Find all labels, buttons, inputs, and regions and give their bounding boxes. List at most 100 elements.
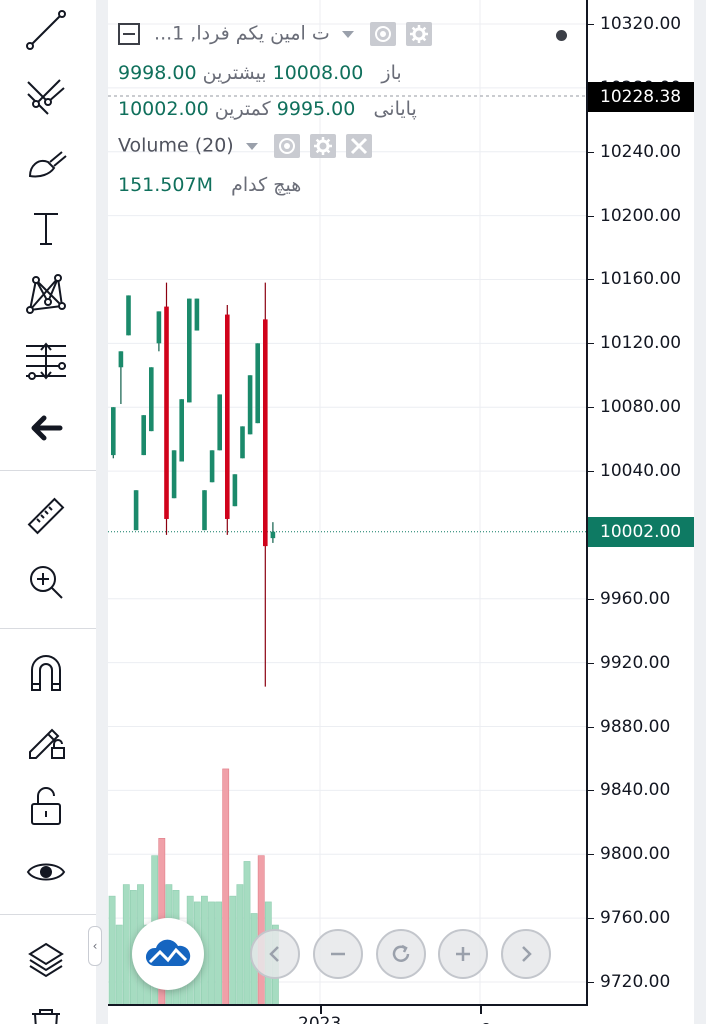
legend-volume-row: Volume (20) [118,134,372,158]
high-label: بیشترین [202,62,267,84]
scroll-right-button[interactable] [501,929,551,979]
legend-title-row: ...ت امین یکم فردا, 1 [118,22,432,46]
close-value: 10002.00 [118,98,209,120]
volume-bar [122,884,130,1006]
volume-bar [108,895,116,1006]
brush-icon[interactable] [20,136,72,188]
ruler-icon[interactable] [20,490,72,542]
market-status-dot [556,30,567,41]
time-tick [320,1006,322,1014]
volume-bar [208,901,215,1006]
high-value: 10008.00 [272,62,364,84]
low-label: کمترین [214,98,271,120]
candle-body [179,399,184,462]
text-icon[interactable] [20,202,72,254]
open-value: 9998.00 [118,62,197,84]
gear-icon[interactable] [309,134,336,158]
reset-button[interactable] [376,929,426,979]
drawing-toolbar [0,0,96,1024]
candlestick-chart[interactable] [108,0,586,1006]
legend-volume-values: 151.507M هیچ کدام [118,174,301,196]
price-tick [588,23,594,25]
trend-line-icon[interactable] [20,4,72,56]
fib-retracement-icon[interactable] [20,334,72,386]
candle-body [263,319,268,547]
candle-body [255,343,260,424]
price-tick [588,598,594,600]
price-label: 10240.00 [600,141,682,162]
volume-bar [215,901,222,1006]
price-tick [588,471,594,473]
eye-icon[interactable] [20,846,72,898]
candle-body [133,490,139,531]
cloud-chart-icon [145,939,191,966]
price-label: 10200.00 [600,205,682,226]
price-label: 9880.00 [600,716,671,737]
legend-ohlc-row-1: 9998.00 باز 10008.00 بیشترین [118,62,402,84]
price-tick [588,279,594,281]
right-edge [694,0,706,1024]
open-label: باز [381,62,402,84]
volume-bar [243,861,251,1006]
trash-icon[interactable] [20,1000,72,1024]
price-tick [588,726,594,728]
zoom-in-icon[interactable] [20,556,72,608]
lock-drawing-icon[interactable] [20,714,72,766]
price-label: 10320.00 [600,13,682,34]
candle-body [232,474,238,507]
volume-bar [115,924,123,1006]
price-tick [588,343,594,345]
price-axis[interactable]: 10320.0010280.0010240.0010200.0010160.00… [586,0,694,1006]
pitchfork-icon[interactable] [20,70,72,122]
price-tick [588,982,594,984]
time-label-2: ص [470,1014,491,1024]
eye-icon[interactable] [369,22,396,46]
symbol-interval[interactable]: ...ت امین یکم فردا, 1 [154,22,330,45]
chevron-down-icon[interactable] [341,30,354,38]
toolbar-collapse-handle[interactable]: ‹ [88,926,102,966]
price-label: 10080.00 [600,397,682,418]
price-tick [588,790,594,792]
volume-bar [229,895,237,1006]
brand-logo-button[interactable] [132,918,204,990]
candle-body [217,394,222,451]
zoom-in-button[interactable] [438,929,488,979]
price-tick [588,854,594,856]
back-arrow-icon[interactable] [20,402,72,454]
volume-study-name[interactable]: Volume (20) [118,134,234,157]
toolbar-edge [96,0,108,1024]
price-label: 9800.00 [600,844,671,865]
price-label: 9720.00 [600,972,671,993]
candle-body [247,375,253,435]
price-label: 10040.00 [600,461,682,482]
layers-icon[interactable] [20,934,72,986]
price-tick [588,151,594,153]
volume-value: 151.507M [118,174,213,196]
candle-body [141,415,146,456]
price-tick [588,407,594,409]
scroll-left-button[interactable] [250,929,300,979]
eye-icon[interactable] [273,134,300,158]
pattern-icon[interactable] [20,268,72,320]
time-label-year: 2023 [298,1014,342,1024]
candle-body [126,295,131,336]
chart-pane[interactable] [108,0,586,1006]
volume-ma-label: هیچ کدام [231,174,302,196]
zoom-out-button[interactable] [313,929,363,979]
chevron-down-icon[interactable] [245,142,258,150]
price-tick [588,662,594,664]
gear-icon[interactable] [405,22,432,46]
candle-body [156,311,162,344]
candle-body [209,450,215,483]
legend-ohlc-row-2: 10002.00 پایانی 9995.00 کمترین [118,98,417,120]
collapse-legend-icon[interactable] [118,23,140,45]
close-icon[interactable] [345,134,372,158]
close-label: پایانی [373,98,417,120]
time-axis[interactable]: 2023 ص [108,1004,586,1024]
time-tick [480,1006,482,1014]
unlock-icon[interactable] [20,780,72,832]
candle-body [149,367,154,432]
magnet-icon[interactable] [20,648,72,700]
crosshair-price-badge: 10228.38 [588,82,694,112]
candle-body [202,490,207,531]
